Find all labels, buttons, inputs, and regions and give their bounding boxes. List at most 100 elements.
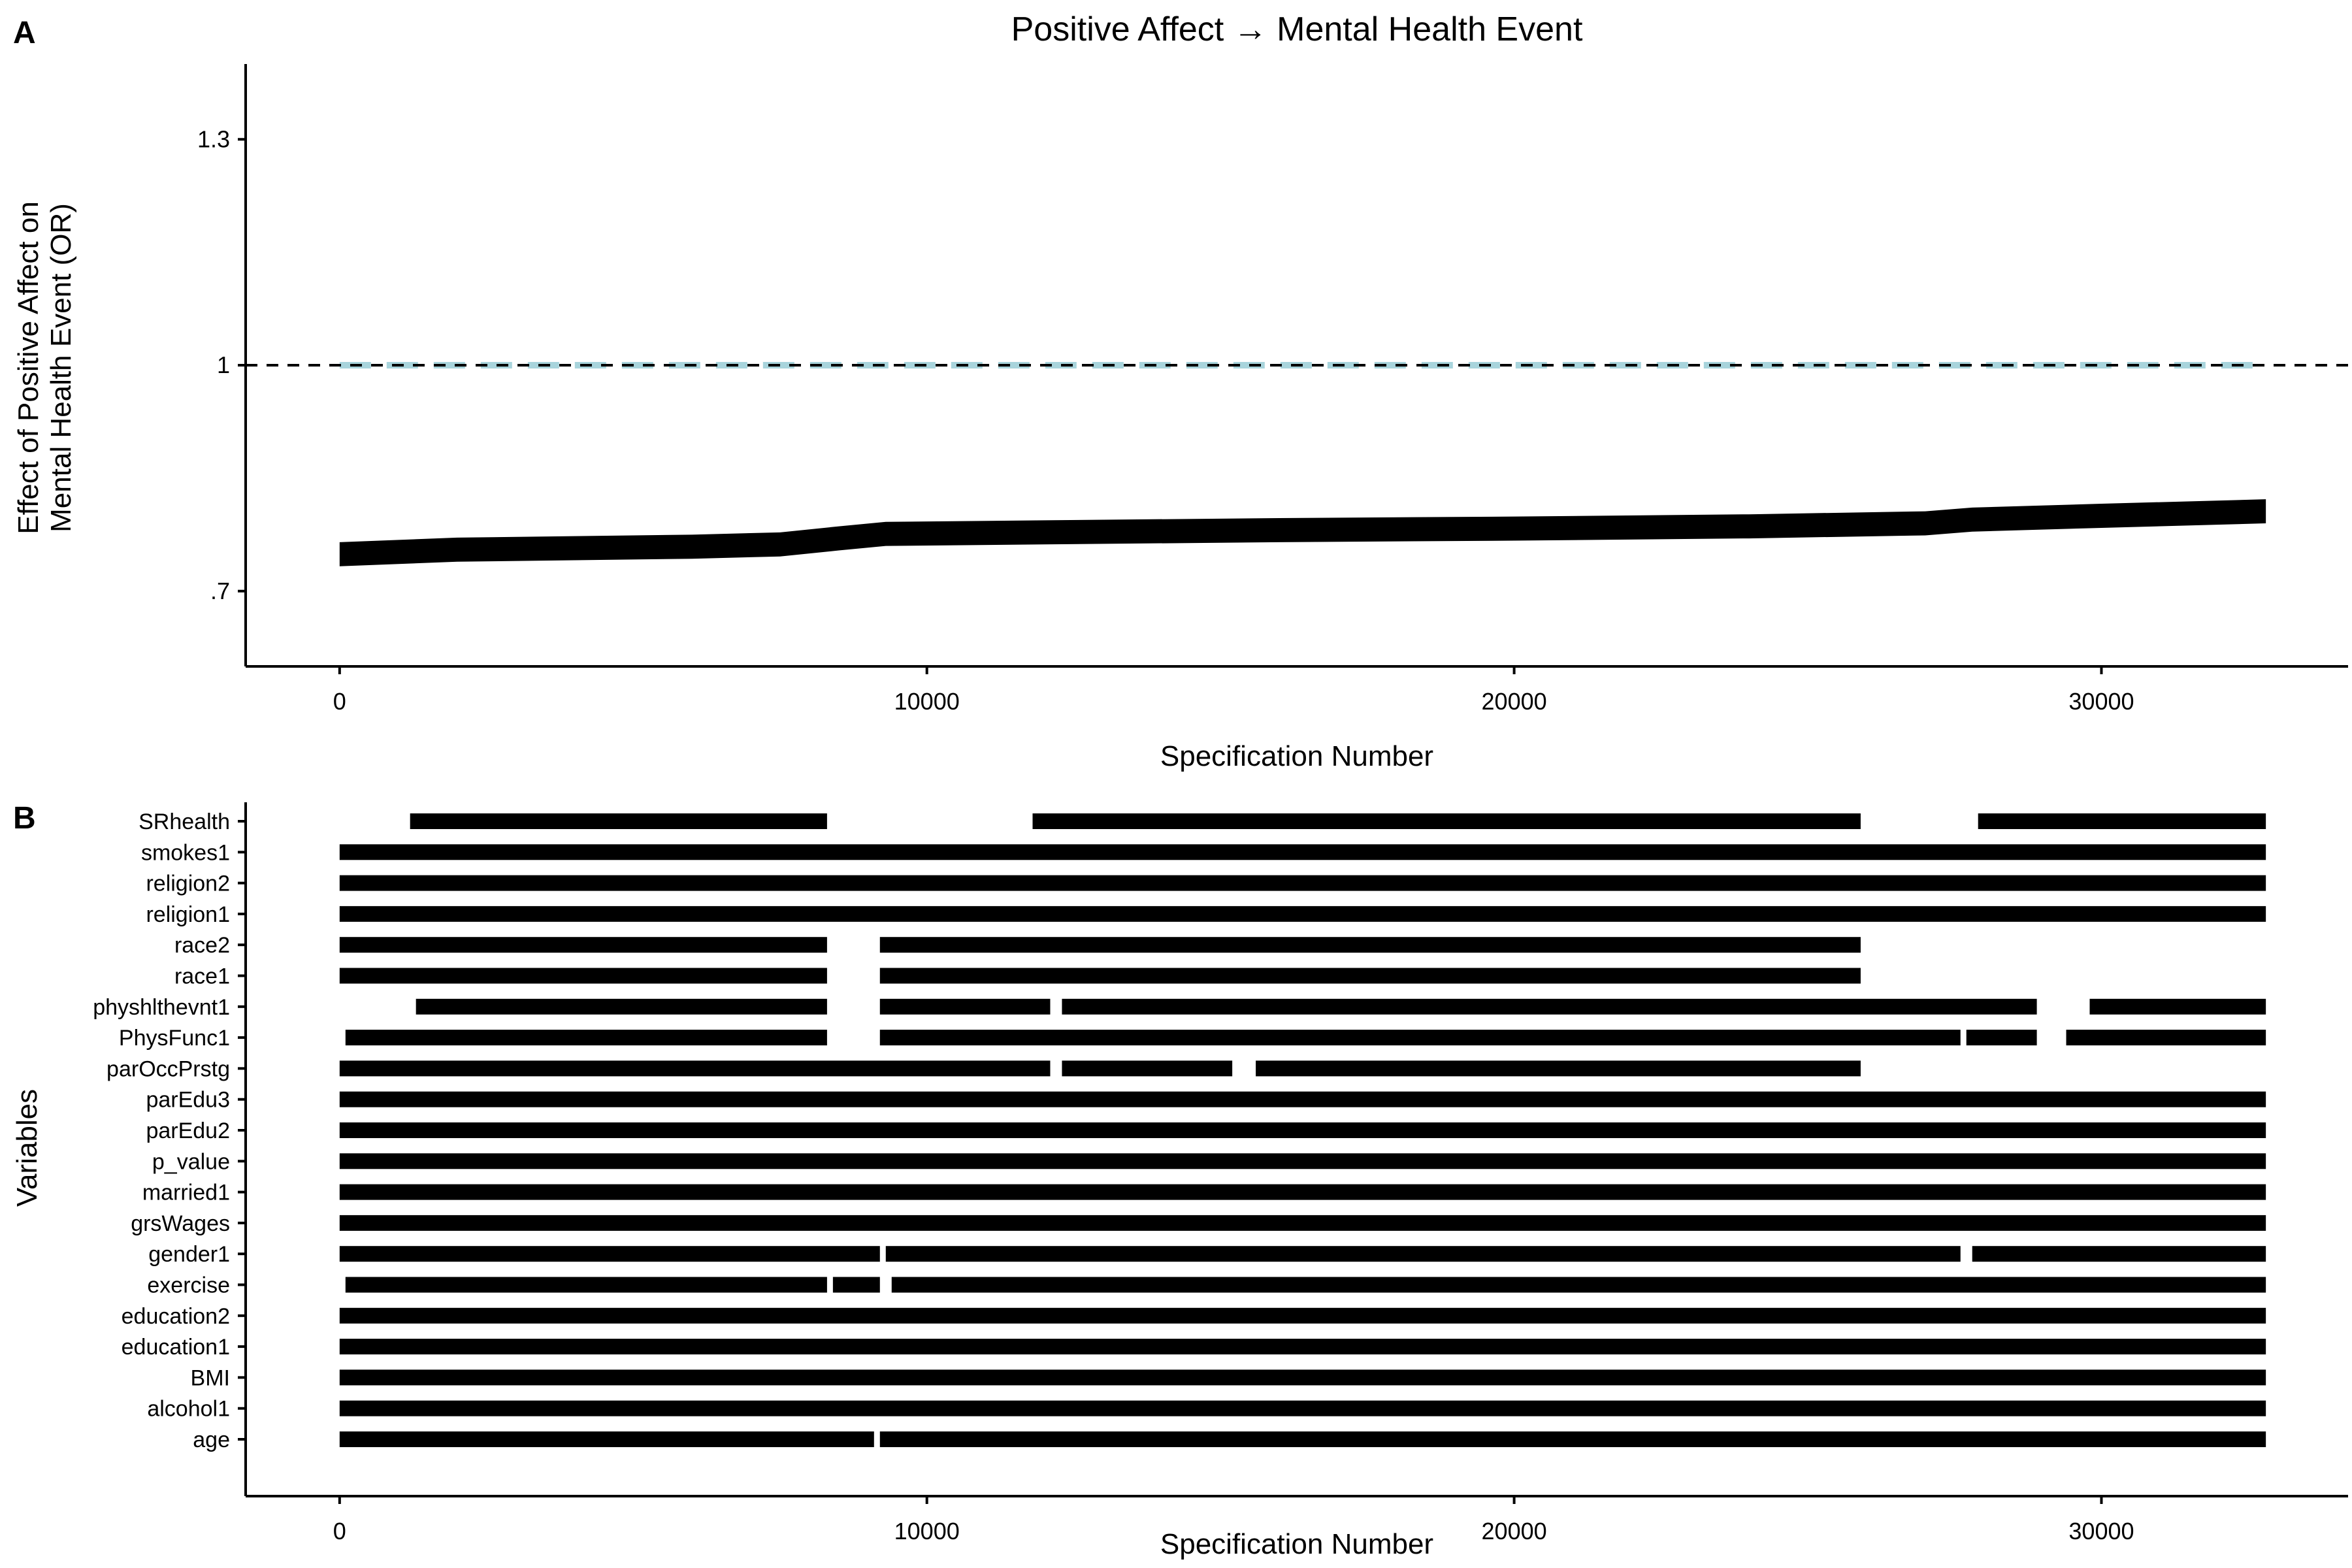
- chart-title: Positive Affect → Mental Health Event: [1011, 10, 1583, 48]
- variable-row: education1: [122, 1335, 2266, 1360]
- variable-segment: [339, 844, 2266, 860]
- variable-segment: [879, 937, 1861, 953]
- variable-segment: [339, 906, 2266, 922]
- variable-segment: [339, 1307, 2266, 1324]
- variable-label: smokes1: [141, 840, 230, 865]
- panel-a-axes: .7 1 1.3 0 10000 20000 30000: [197, 64, 2348, 715]
- variable-label: physhlthevnt1: [93, 995, 230, 1020]
- panel-b-letter: B: [13, 801, 36, 836]
- variable-segment: [879, 998, 1051, 1015]
- variable-segment: [339, 1153, 2266, 1169]
- panel-b: B Variables SRhealth smokes1 religion2 reli…: [11, 801, 2348, 1560]
- variable-row: smokes1: [141, 840, 2266, 865]
- variable-row: gender1: [148, 1242, 2266, 1267]
- variable-segment: [1978, 813, 2266, 829]
- variable-segment: [2066, 1030, 2266, 1046]
- variable-label: race1: [174, 964, 230, 989]
- variable-row: parEdu2: [146, 1119, 2266, 1143]
- variable-row: grsWages: [131, 1211, 2266, 1236]
- variable-label: religion2: [146, 872, 230, 896]
- variable-label: religion1: [146, 902, 230, 927]
- y-tick-label: 1.3: [197, 125, 230, 152]
- y-axis-label-b: Variables: [11, 1089, 43, 1207]
- panel-a: A Positive Affect → Mental Health Event …: [12, 10, 2348, 772]
- variable-segment: [339, 1369, 2266, 1386]
- variable-row: married1: [142, 1181, 2266, 1205]
- variable-row: religion1: [146, 902, 2266, 927]
- variable-row: parOccPrstg: [106, 1056, 1861, 1081]
- variable-segment: [339, 1060, 1051, 1077]
- variable-row: race2: [174, 933, 1861, 958]
- panel-a-marks: [246, 362, 2348, 566]
- variable-segment: [1032, 813, 1861, 829]
- variable-segment: [339, 1184, 2266, 1200]
- y-tick-label: .7: [210, 578, 230, 604]
- variable-segment: [410, 813, 827, 829]
- variable-label: education1: [122, 1335, 230, 1360]
- y-tick-label: 1: [217, 351, 230, 378]
- variable-segment: [339, 1122, 2266, 1138]
- panel-b-marks: SRhealth smokes1 religion2 religion1 race2 ra…: [93, 809, 2266, 1452]
- x-axis-label-b: Specification Number: [1160, 1528, 1433, 1560]
- variable-segment: [339, 937, 827, 953]
- x-tick-label-b: 10000: [894, 1518, 960, 1544]
- variable-row: religion2: [146, 872, 2266, 896]
- variable-segment: [1062, 1060, 1233, 1077]
- variable-segment: [1966, 1030, 2037, 1046]
- x-tick-label: 0: [333, 688, 346, 715]
- variable-segment: [339, 1400, 2266, 1416]
- variable-label: BMI: [191, 1365, 230, 1390]
- variable-label: parEdu2: [146, 1119, 230, 1143]
- variable-segment: [2089, 998, 2266, 1015]
- panel-a-letter: A: [13, 16, 36, 50]
- variable-row: physhlthevnt1: [93, 995, 2266, 1020]
- variable-label: p_value: [152, 1149, 230, 1174]
- variable-segment: [885, 1246, 1961, 1262]
- variable-row: parEdu3: [146, 1088, 2266, 1113]
- y-axis-label-line1: Effect of Positive Affect on: [12, 201, 44, 534]
- variable-label: parOccPrstg: [106, 1056, 230, 1081]
- variable-label: parEdu3: [146, 1088, 230, 1113]
- variable-label: SRhealth: [139, 809, 230, 834]
- variable-row: BMI: [191, 1365, 2266, 1390]
- variable-label: race2: [174, 933, 230, 958]
- variable-segment: [345, 1277, 827, 1293]
- variable-segment: [1062, 998, 2037, 1015]
- variable-segment: [1972, 1246, 2266, 1262]
- x-axis-label-a: Specification Number: [1160, 740, 1433, 772]
- x-tick-label: 10000: [894, 688, 960, 715]
- variable-label: age: [193, 1428, 230, 1452]
- variable-row: exercise: [147, 1273, 2266, 1298]
- estimate-series: [339, 499, 2266, 566]
- variable-segment: [879, 1431, 2266, 1447]
- variable-segment: [339, 1431, 874, 1447]
- variable-segment: [339, 1246, 880, 1262]
- variable-segment: [339, 875, 2266, 891]
- x-tick-label-b: 30000: [2068, 1518, 2134, 1544]
- variable-segment: [339, 968, 827, 984]
- variable-segment: [879, 1030, 1961, 1046]
- variable-row: SRhealth: [139, 809, 2266, 834]
- x-tick-label-b: 0: [333, 1518, 346, 1544]
- panel-b-axes: 0 10000 20000 30000: [244, 802, 2348, 1544]
- x-tick-label: 30000: [2068, 688, 2134, 715]
- variable-segment: [345, 1030, 827, 1046]
- variable-label: PhysFunc1: [119, 1026, 230, 1051]
- variable-segment: [416, 998, 827, 1015]
- variable-label: education2: [122, 1304, 230, 1329]
- variable-label: alcohol1: [147, 1397, 230, 1422]
- x-tick-label-b: 20000: [1482, 1518, 1547, 1544]
- variable-label: exercise: [147, 1273, 230, 1298]
- variable-row: alcohol1: [147, 1397, 2266, 1422]
- variable-segment: [891, 1277, 2266, 1293]
- variable-label: gender1: [148, 1242, 230, 1267]
- variable-segment: [339, 1091, 2266, 1107]
- variable-segment: [879, 968, 1861, 984]
- variable-label: married1: [142, 1181, 230, 1205]
- x-tick-label: 20000: [1482, 688, 1547, 715]
- variable-row: race1: [174, 964, 1861, 989]
- variable-row: education2: [122, 1304, 2266, 1329]
- variable-row: PhysFunc1: [119, 1026, 2266, 1051]
- variable-segment: [339, 1215, 2266, 1231]
